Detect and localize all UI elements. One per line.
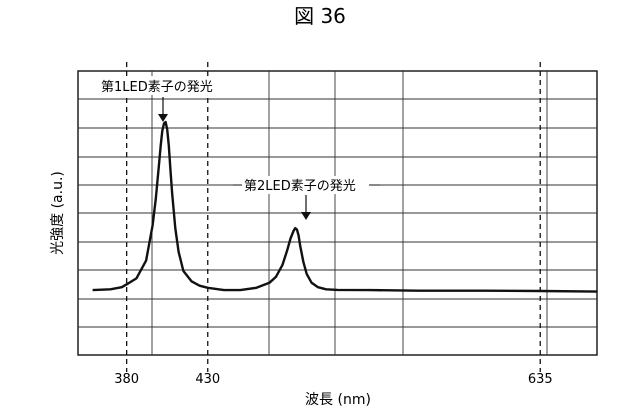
annotation-1-label: 第1LED素子の発光 [101,80,213,95]
y-axis-label: 光強度 (a.u.) [50,171,66,255]
x-tick-label: 380 [114,372,139,387]
plot-area [78,62,597,372]
grid [78,71,597,355]
reference-lines [127,62,541,372]
annotation-1-arrowhead [158,114,168,122]
spectrum-line [93,122,597,292]
x-tick-labels: 380 430 635 [114,372,552,387]
figure-title: 図 36 [294,4,346,28]
annotation-2-arrowhead [301,212,311,220]
x-tick-label: 635 [528,372,553,387]
x-tick-label: 430 [195,372,220,387]
x-axis-label: 波長 (nm) [305,392,371,408]
annotation-2-label: 第2LED素子の発光 [244,179,356,194]
